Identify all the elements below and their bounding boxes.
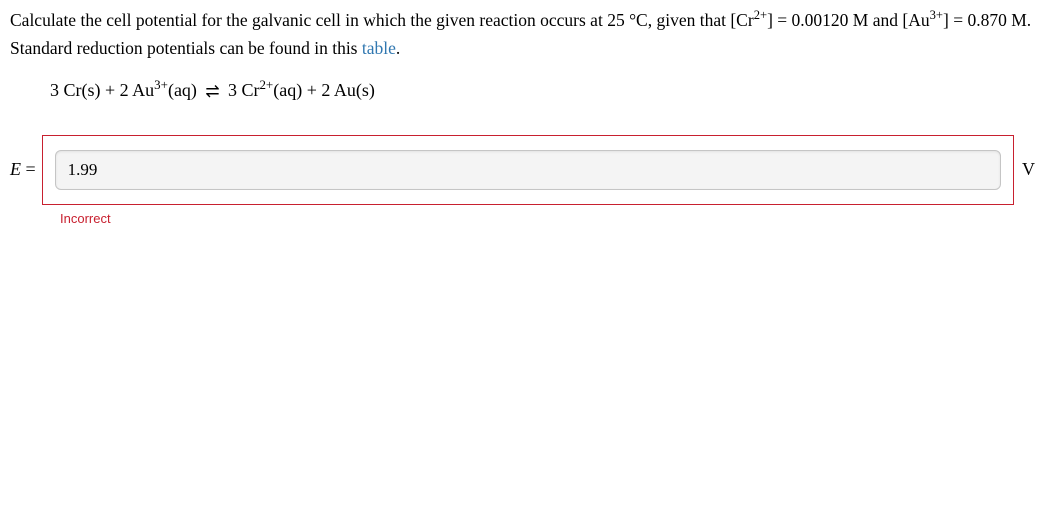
- feedback-text: Incorrect: [60, 209, 1035, 230]
- answer-row: E = V: [10, 135, 1035, 205]
- answer-label: E =: [10, 155, 36, 184]
- cr-charge: 2+: [754, 8, 767, 22]
- prompt-text-1: Calculate the cell potential for the gal…: [10, 10, 754, 30]
- eq-t2: (aq): [168, 80, 201, 100]
- eq-sup1: 3+: [154, 77, 168, 92]
- question-prompt: Calculate the cell potential for the gal…: [10, 6, 1035, 62]
- table-link[interactable]: table: [362, 38, 396, 58]
- au-charge: 3+: [930, 8, 943, 22]
- eq-sup2: 2+: [259, 77, 273, 92]
- eq-t1: 3 Cr(s) + 2 Au: [50, 80, 154, 100]
- answer-input[interactable]: [55, 150, 1001, 190]
- eq-t4: (aq) + 2 Au(s): [273, 80, 375, 100]
- reaction-equation: 3 Cr(s) + 2 Au3+(aq) ⇀↽ 3 Cr2+(aq) + 2 A…: [50, 76, 1035, 105]
- eq-t3: 3 Cr: [223, 80, 259, 100]
- prompt-text-2: ] = 0.00120 M and [Au: [767, 10, 930, 30]
- prompt-text-4: .: [396, 38, 400, 58]
- answer-unit: V: [1022, 155, 1035, 184]
- answer-box: [42, 135, 1014, 205]
- equilibrium-arrows-icon: ⇀↽: [201, 83, 223, 100]
